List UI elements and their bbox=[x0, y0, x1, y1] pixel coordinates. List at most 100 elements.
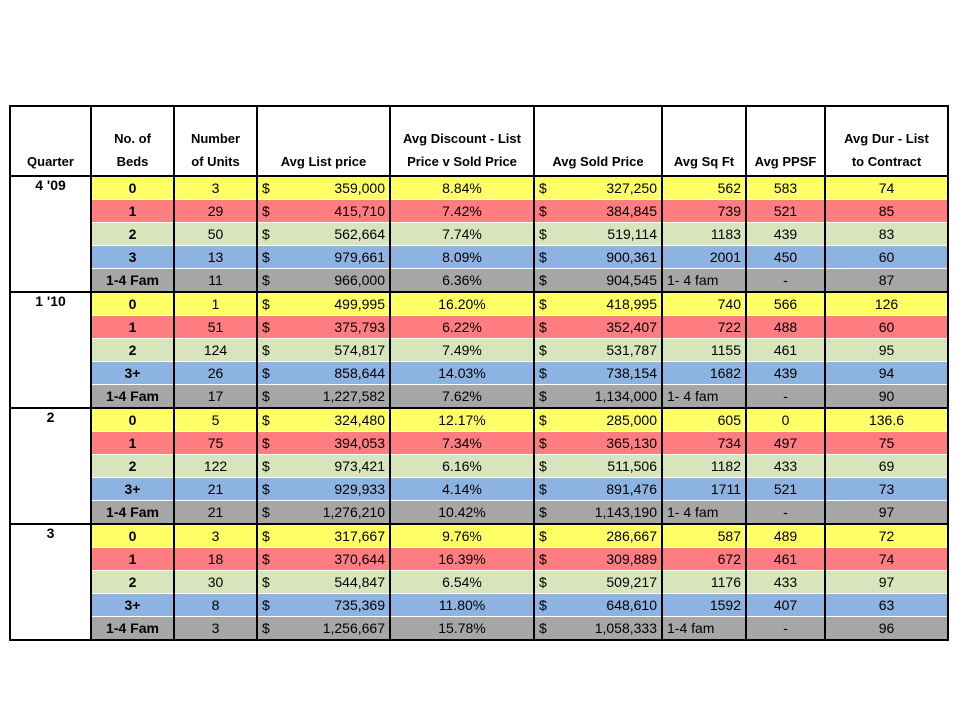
cell: 90 bbox=[824, 384, 949, 409]
money-cell: $327,250 bbox=[533, 176, 663, 200]
currency-symbol: $ bbox=[262, 528, 270, 544]
cell: 3+ bbox=[90, 477, 175, 501]
money-wrap: $738,154 bbox=[539, 365, 657, 381]
currency-symbol: $ bbox=[262, 597, 270, 613]
cell: 1-4 Fam bbox=[90, 500, 175, 525]
cell: 461 bbox=[745, 338, 826, 362]
column-header: Avg List price bbox=[256, 105, 391, 177]
currency-symbol: $ bbox=[262, 296, 270, 312]
cell: 6.54% bbox=[389, 570, 535, 594]
cell: 497 bbox=[745, 431, 826, 455]
column-header: Avg Discount - List Price v Sold Price bbox=[389, 105, 535, 177]
money-cell: $858,644 bbox=[256, 361, 391, 385]
currency-symbol: $ bbox=[262, 481, 270, 497]
money-wrap: $973,421 bbox=[262, 458, 385, 474]
currency-symbol: $ bbox=[262, 203, 270, 219]
currency-symbol: $ bbox=[539, 319, 547, 335]
money-wrap: $509,217 bbox=[539, 574, 657, 590]
money-cell: $738,154 bbox=[533, 361, 663, 385]
cell-value: 858,644 bbox=[334, 365, 385, 381]
cell-value: 973,421 bbox=[334, 458, 385, 474]
cell: 3+ bbox=[90, 593, 175, 617]
cell: 15.78% bbox=[389, 616, 535, 641]
header-line: Number bbox=[190, 131, 241, 146]
money-cell: $531,787 bbox=[533, 338, 663, 362]
cell: 1 bbox=[90, 431, 175, 455]
column-header: Avg Sq Ft bbox=[661, 105, 747, 177]
money-wrap: $365,130 bbox=[539, 435, 657, 451]
currency-symbol: $ bbox=[539, 481, 547, 497]
cell-value: 285,000 bbox=[606, 412, 657, 428]
data-row: 1 18 $370,644 16.39% $309,889 672 461 74 bbox=[10, 547, 949, 571]
cell-value: 735,369 bbox=[334, 597, 385, 613]
cell: 6.36% bbox=[389, 268, 535, 293]
cell: 0 bbox=[90, 176, 175, 200]
currency-symbol: $ bbox=[539, 272, 547, 288]
cell: 73 bbox=[824, 477, 949, 501]
currency-symbol: $ bbox=[262, 342, 270, 358]
cell: 122 bbox=[173, 454, 258, 478]
header-line: of Units bbox=[191, 154, 240, 169]
cell: 1 bbox=[90, 315, 175, 339]
header-line: Avg Sq Ft bbox=[673, 154, 735, 169]
money-cell: $365,130 bbox=[533, 431, 663, 455]
cell: 87 bbox=[824, 268, 949, 293]
money-wrap: $574,817 bbox=[262, 342, 385, 358]
cell: 6.16% bbox=[389, 454, 535, 478]
currency-symbol: $ bbox=[539, 296, 547, 312]
cell: 450 bbox=[745, 245, 826, 269]
cell: 488 bbox=[745, 315, 826, 339]
currency-symbol: $ bbox=[539, 504, 547, 520]
cell: 21 bbox=[173, 500, 258, 525]
money-wrap: $979,661 bbox=[262, 249, 385, 265]
cell: - bbox=[745, 500, 826, 525]
cell: 566 bbox=[745, 292, 826, 316]
cell-value: 370,644 bbox=[334, 551, 385, 567]
currency-symbol: $ bbox=[262, 574, 270, 590]
cell: 29 bbox=[173, 199, 258, 223]
currency-symbol: $ bbox=[539, 226, 547, 242]
data-row: 2 0 5 $324,480 12.17% $285,000 605 0 136.6 bbox=[9, 408, 949, 525]
cell: 3 bbox=[173, 616, 258, 641]
money-wrap: $384,845 bbox=[539, 203, 657, 219]
cell: 97 bbox=[824, 570, 949, 594]
cell-value: 317,667 bbox=[334, 528, 385, 544]
cell: 124 bbox=[173, 338, 258, 362]
money-wrap: $415,710 bbox=[262, 203, 385, 219]
money-wrap: $966,000 bbox=[262, 272, 385, 288]
cell: 433 bbox=[745, 454, 826, 478]
cell-value: 904,545 bbox=[606, 272, 657, 288]
money-wrap: $519,114 bbox=[539, 226, 657, 242]
money-cell: $309,889 bbox=[533, 547, 663, 571]
cell: 74 bbox=[824, 547, 949, 571]
money-cell: $370,644 bbox=[256, 547, 391, 571]
cell: 126 bbox=[824, 292, 949, 316]
quarter-cell: 1 '10 bbox=[9, 292, 92, 409]
currency-symbol: $ bbox=[539, 249, 547, 265]
data-row: 1 75 $394,053 7.34% $365,130 734 497 75 bbox=[10, 431, 949, 455]
cell: 7.49% bbox=[389, 338, 535, 362]
cell: 1-4 Fam bbox=[90, 268, 175, 293]
money-wrap: $891,476 bbox=[539, 481, 657, 497]
currency-symbol: $ bbox=[262, 319, 270, 335]
cell: 96 bbox=[824, 616, 949, 641]
cell: 7.62% bbox=[389, 384, 535, 409]
cell: - bbox=[745, 616, 826, 641]
cell: 1 bbox=[90, 199, 175, 223]
money-cell: $1,134,000 bbox=[533, 384, 663, 409]
column-header: Quarter bbox=[9, 105, 92, 177]
money-wrap: $286,667 bbox=[539, 528, 657, 544]
quarter-cell: 2 bbox=[9, 408, 92, 525]
cell-value: 499,995 bbox=[334, 296, 385, 312]
money-cell: $519,114 bbox=[533, 222, 663, 246]
money-wrap: $418,995 bbox=[539, 296, 657, 312]
column-header: Avg Dur - List to Contract bbox=[824, 105, 949, 177]
data-row: 3+ 21 $929,933 4.14% $891,476 1711 521 73 bbox=[10, 477, 949, 501]
cell: 605 bbox=[661, 408, 747, 432]
cell-value: 574,817 bbox=[334, 342, 385, 358]
cell: 672 bbox=[661, 547, 747, 571]
cell: 562 bbox=[661, 176, 747, 200]
cell: 11.80% bbox=[389, 593, 535, 617]
money-cell: $574,817 bbox=[256, 338, 391, 362]
money-wrap: $309,889 bbox=[539, 551, 657, 567]
